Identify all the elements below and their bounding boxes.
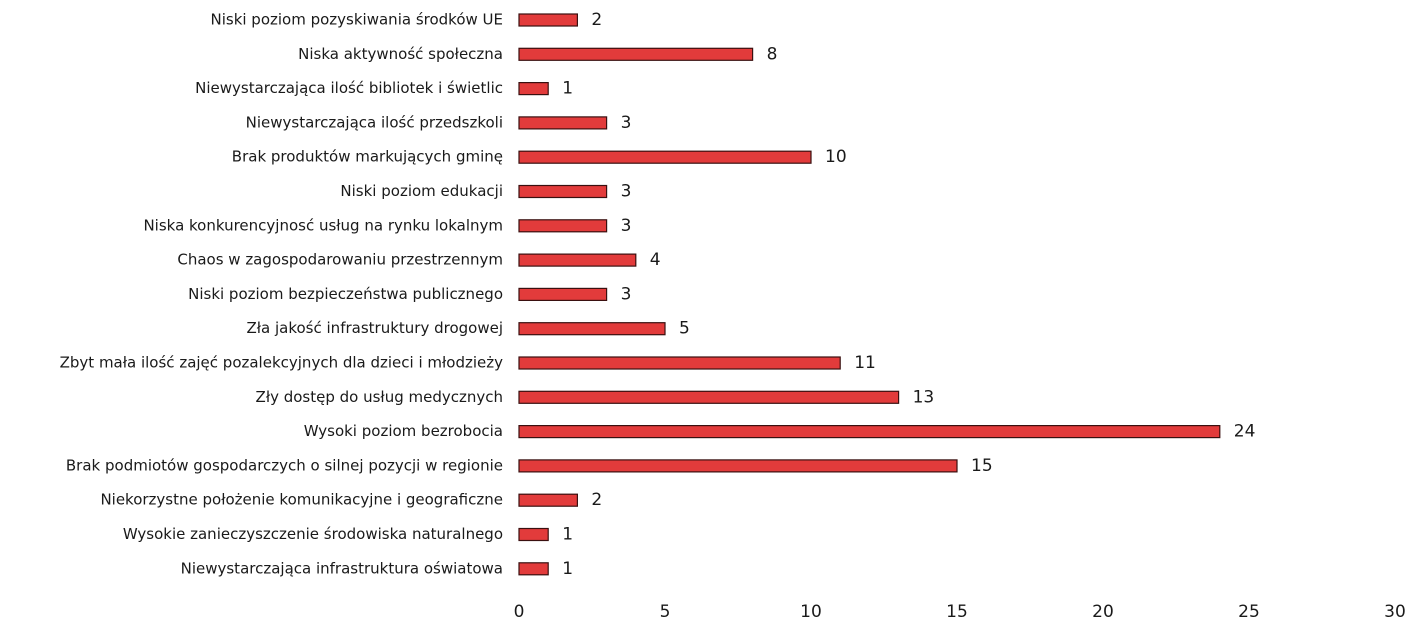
- y-tick-label: Brak produktów markujących gminę: [232, 148, 503, 166]
- y-tick-label: Niski poziom pozyskiwania środków UE: [210, 11, 503, 29]
- value-label: 1: [562, 525, 573, 545]
- value-label: 3: [621, 113, 632, 133]
- bar: [518, 493, 579, 507]
- bar: [518, 219, 608, 233]
- y-tick-label: Niewystarczająca infrastruktura oświatow…: [181, 559, 503, 577]
- y-tick-label: Wysokie zanieczyszczenie środowiska natu…: [123, 525, 503, 543]
- value-label: 2: [591, 10, 602, 30]
- value-label: 3: [621, 216, 632, 236]
- bar: [518, 47, 754, 61]
- value-label: 3: [621, 284, 632, 304]
- y-tick-label: Zbyt mała ilość zajęć pozalekcyjnych dla…: [60, 354, 503, 372]
- bar: [518, 184, 608, 199]
- bar: [518, 527, 549, 542]
- y-tick-label: Niska aktywność społeczna: [298, 45, 503, 63]
- x-tick-label: 25: [1238, 602, 1260, 622]
- bar: [518, 390, 900, 404]
- value-label: 8: [767, 44, 778, 64]
- bar: [518, 287, 608, 301]
- value-label: 2: [591, 490, 602, 510]
- x-tick-label: 20: [1092, 602, 1114, 622]
- y-tick-label: Niski poziom bezpieczeństwa publicznego: [188, 285, 503, 303]
- y-tick-label: Niski poziom edukacji: [340, 182, 503, 200]
- y-tick-label: Niekorzystne położenie komunikacyjne i g…: [100, 491, 503, 509]
- y-tick-label: Zły dostęp do usług medycznych: [256, 388, 503, 406]
- value-label: 3: [621, 182, 632, 202]
- bar: [518, 322, 666, 336]
- y-tick-label: Niska konkurencyjnosć usług na rynku lok…: [143, 216, 503, 234]
- bar: [518, 116, 608, 130]
- x-tick-label: 10: [800, 602, 822, 622]
- bar: [518, 356, 841, 370]
- x-tick-label: 30: [1384, 602, 1406, 622]
- bar: [518, 425, 1221, 439]
- bar: [518, 253, 637, 267]
- value-label: 15: [971, 456, 993, 476]
- value-label: 13: [913, 387, 935, 407]
- value-label: 5: [679, 319, 690, 339]
- y-tick-label: Chaos w zagospodarowaniu przestrzennym: [177, 251, 503, 269]
- value-label: 24: [1234, 422, 1256, 442]
- value-label: 10: [825, 147, 847, 167]
- bar: [518, 13, 579, 27]
- x-tick-label: 0: [514, 602, 525, 622]
- x-tick-label: 15: [946, 602, 968, 622]
- bar: [518, 81, 549, 96]
- y-tick-label: Brak podmiotów gospodarczych o silnej po…: [66, 456, 503, 474]
- value-label: 1: [562, 79, 573, 99]
- y-tick-label: Niewystarczająca ilość przedszkoli: [246, 113, 503, 131]
- bar: [518, 459, 958, 473]
- value-label: 1: [562, 559, 573, 579]
- bar: [518, 150, 812, 164]
- x-tick-label: 5: [660, 602, 671, 622]
- y-tick-label: Niewystarczająca ilość bibliotek i świet…: [195, 79, 503, 97]
- y-tick-label: Wysoki poziom bezrobocia: [304, 422, 503, 440]
- y-tick-label: Zła jakość infrastruktury drogowej: [247, 319, 504, 337]
- value-label: 11: [854, 353, 876, 373]
- value-label: 4: [650, 250, 661, 270]
- bar: [518, 562, 549, 576]
